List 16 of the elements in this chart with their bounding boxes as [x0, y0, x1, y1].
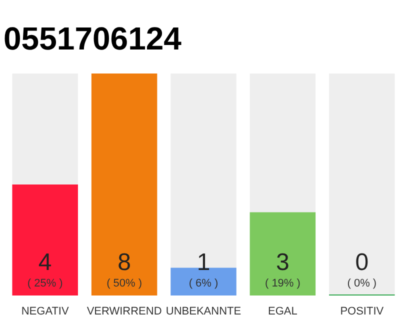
annotation: ( 50% ) — [106, 278, 142, 290]
data-label: 0 — [355, 249, 369, 276]
data-label: 8 — [118, 249, 131, 276]
x-tick-label: NEGATIV — [21, 306, 70, 318]
data-label: 3 — [276, 249, 290, 276]
bar — [91, 74, 158, 296]
chart-title: 0551706124 — [4, 20, 182, 56]
annotation: ( 0% ) — [347, 278, 377, 290]
x-tick-label: POSITIV — [340, 306, 384, 318]
x-tick-label: UNBEKANNTE — [166, 306, 242, 318]
annotation: ( 19% ) — [264, 278, 300, 290]
x-tick-label: VERWIRREND — [86, 306, 162, 318]
annotation: ( 25% ) — [27, 278, 63, 290]
x-tick-label: EGAL — [268, 306, 298, 318]
data-label: 4 — [38, 249, 52, 276]
annotation: ( 6% ) — [188, 278, 218, 290]
